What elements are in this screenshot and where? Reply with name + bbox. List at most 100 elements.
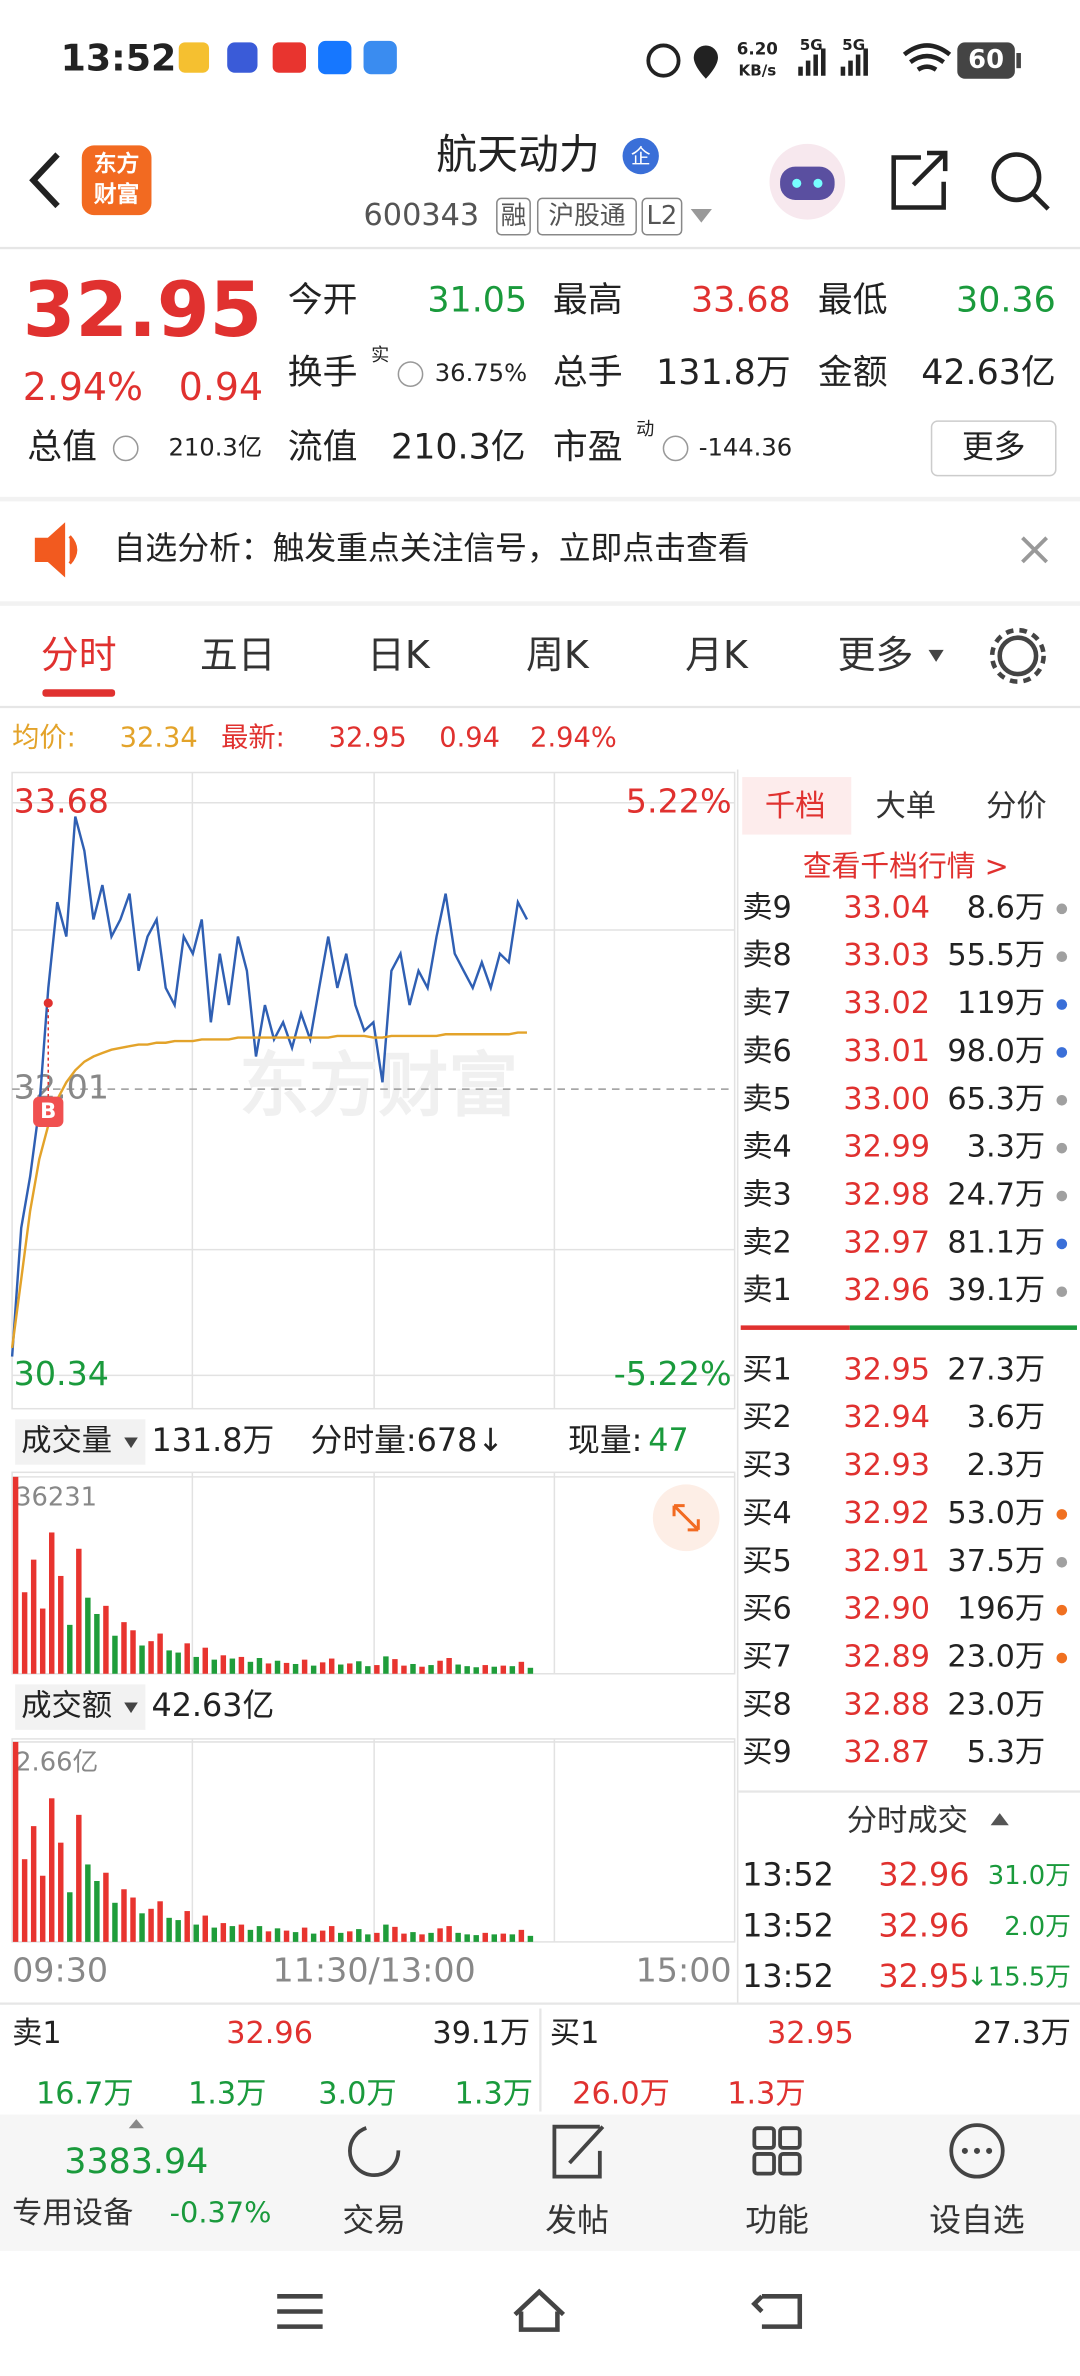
chart-frame xyxy=(11,769,739,2003)
field-value: 42.63亿 xyxy=(921,353,1056,393)
ask-label: 卖1 xyxy=(12,2016,62,2051)
volume-bar xyxy=(482,1932,488,1942)
chart-tab[interactable]: 月K xyxy=(685,633,749,677)
volume-bar xyxy=(220,1655,227,1674)
divider xyxy=(0,601,1080,606)
volume-bar xyxy=(139,1645,145,1674)
chart-tab[interactable]: 周K xyxy=(526,633,590,677)
volume-bar xyxy=(292,1663,299,1674)
system-nav[interactable] xyxy=(277,2288,803,2332)
ask-queue: 1.3万 xyxy=(188,2076,266,2111)
volume-selector[interactable] xyxy=(15,1419,146,1465)
ask-volume: 39.1万 xyxy=(432,2016,530,2051)
order-price: 33.00 xyxy=(843,1082,930,1117)
order-book-link[interactable]: 查看千档行情 > xyxy=(803,849,1009,883)
volume-bar xyxy=(12,1476,19,1674)
bid-price: 32.95 xyxy=(767,2016,854,2051)
volume-bar xyxy=(518,1929,525,1942)
order-volume: 3.3万 xyxy=(967,1130,1045,1165)
volume-bar xyxy=(455,1664,461,1674)
ask-queue: 1.3万 xyxy=(455,2076,533,2111)
volume-bar xyxy=(76,1548,82,1674)
stock-name: 航天动力 xyxy=(436,131,600,179)
avg-label: 均价: xyxy=(12,723,76,754)
volume-bar xyxy=(428,1665,434,1674)
amount-selector[interactable] xyxy=(15,1684,146,1730)
battery-level: 60 xyxy=(968,45,1004,75)
order-book-tab[interactable]: 大单 xyxy=(876,789,937,824)
field-label: 今开 xyxy=(288,280,358,320)
nav-item[interactable]: 设自选 xyxy=(929,2202,1024,2239)
field-label: 总手 xyxy=(553,353,623,393)
order-level: 卖6 xyxy=(742,1034,792,1069)
volume-bar xyxy=(112,1902,118,1942)
volume-bar xyxy=(121,1622,127,1674)
order-flag xyxy=(1056,1142,1068,1154)
volume-bar xyxy=(446,1658,452,1674)
order-flag xyxy=(1056,1190,1068,1202)
volume-bar xyxy=(446,1926,452,1942)
order-level: 卖8 xyxy=(742,938,792,973)
volume-bar xyxy=(166,1917,172,1942)
field-value: 30.36 xyxy=(956,280,1056,320)
order-volume: 39.1万 xyxy=(947,1273,1045,1308)
order-volume: 23.0万 xyxy=(947,1640,1045,1675)
volume-bar xyxy=(148,1908,154,1942)
logo xyxy=(81,145,152,216)
field-label: 最低 xyxy=(818,280,888,320)
expand-button[interactable] xyxy=(652,1484,720,1552)
chart-tab[interactable]: 更多 xyxy=(838,633,914,677)
nav-item[interactable]: 发帖 xyxy=(545,2202,609,2239)
chart-tab[interactable]: 分时 xyxy=(41,633,117,677)
volume-bar xyxy=(184,1911,190,1942)
stock-badge: 企 xyxy=(631,145,651,168)
header-icons xyxy=(29,137,1050,236)
order-price: 33.01 xyxy=(843,1034,930,1069)
volume-bar xyxy=(85,1597,91,1674)
order-price: 32.99 xyxy=(843,1130,930,1165)
order-level: 卖2 xyxy=(742,1225,792,1260)
chart-tab[interactable]: 五日 xyxy=(200,633,276,677)
average-line xyxy=(10,1031,527,1349)
more-button[interactable] xyxy=(930,420,1057,477)
nav-item[interactable]: 交易 xyxy=(342,2202,406,2239)
nav-item[interactable]: 功能 xyxy=(745,2202,809,2239)
share-button[interactable] xyxy=(891,150,948,210)
order-flag xyxy=(1056,999,1068,1010)
volume-bar xyxy=(39,1875,46,1942)
bid-volume: 27.3万 xyxy=(973,2016,1071,2051)
order-flag xyxy=(1056,1604,1068,1616)
close-banner[interactable] xyxy=(1021,536,1049,564)
volume-bar xyxy=(374,1665,380,1674)
trade-volume: 31.0万 xyxy=(988,1861,1071,1891)
volume-bar xyxy=(274,1928,281,1942)
bid-label: 买1 xyxy=(550,2016,600,2051)
order-price: 32.92 xyxy=(843,1496,930,1531)
active-tab-indicator xyxy=(42,689,116,697)
order-book-tab[interactable]: 千档 xyxy=(765,789,826,824)
order-price: 32.98 xyxy=(843,1178,930,1213)
field-superscript: 实 xyxy=(371,345,389,366)
order-volume: 24.7万 xyxy=(947,1178,1045,1213)
order-price: 33.04 xyxy=(843,890,930,925)
chart-tab[interactable]: 日K xyxy=(367,633,431,677)
order-flag xyxy=(1056,1094,1068,1106)
change-percent: 2.94% xyxy=(23,365,143,409)
trade-price: 32.96 xyxy=(878,1907,969,1944)
volume-bar xyxy=(455,1932,461,1942)
volume-bar xyxy=(491,1934,498,1942)
order-book-tab[interactable]: 分价 xyxy=(986,789,1047,824)
search-button[interactable] xyxy=(991,152,1050,211)
volume-bar xyxy=(211,1927,218,1942)
order-level: 卖4 xyxy=(742,1130,792,1165)
banner-text: 自选分析：触发重点关注信号，立即点击查看 xyxy=(114,530,750,567)
trade-marker-box xyxy=(33,1096,64,1127)
volume-bar xyxy=(39,1608,46,1674)
settings-button[interactable] xyxy=(989,627,1046,684)
order-level: 买1 xyxy=(742,1352,792,1387)
back-button[interactable] xyxy=(29,152,60,209)
trade-price: 32.95 xyxy=(878,1958,969,1995)
volume-bar xyxy=(76,1814,82,1942)
